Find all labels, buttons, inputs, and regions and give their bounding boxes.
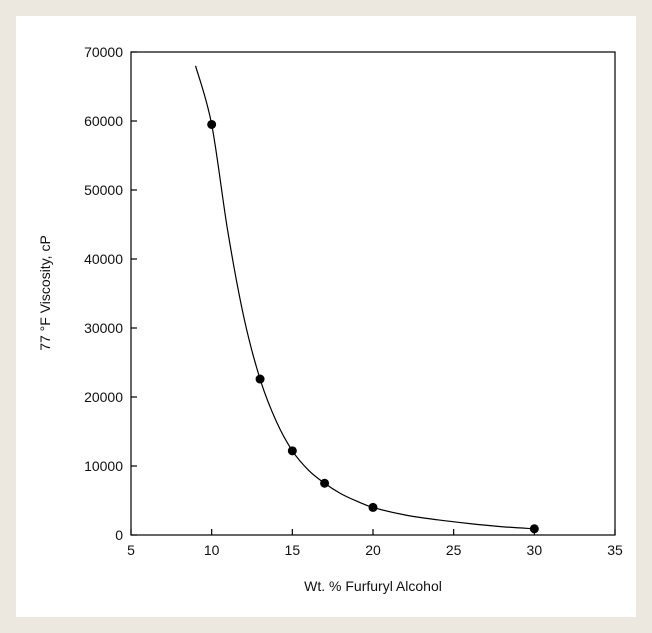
data-point <box>207 119 217 129</box>
y-tick-label: 40000 <box>84 251 123 267</box>
y-tick-label: 30000 <box>84 320 123 336</box>
y-tick-label: 70000 <box>84 44 123 60</box>
x-axis-title: Wt. % Furfuryl Alcohol <box>304 578 442 594</box>
data-point <box>320 478 330 488</box>
x-tick-label: 30 <box>527 542 543 558</box>
x-tick-label: 15 <box>285 542 301 558</box>
x-tick-label: 10 <box>204 542 220 558</box>
x-axis: 5 10 15 20 25 30 35 <box>127 529 623 558</box>
y-tick-label: 20000 <box>84 389 123 405</box>
x-tick-label: 5 <box>127 542 135 558</box>
plot-frame <box>130 51 616 536</box>
x-tick-label: 20 <box>365 542 381 558</box>
y-axis: 0 10000 20000 30000 40000 50000 60000 70000 <box>84 44 137 543</box>
data-points <box>207 119 539 534</box>
y-tick-label: 50000 <box>84 182 123 198</box>
y-axis-title: 77 °F Viscosity, cP <box>37 235 53 351</box>
data-point <box>287 446 297 456</box>
x-tick-label: 35 <box>607 542 623 558</box>
x-tick-label: 25 <box>446 542 462 558</box>
fit-curve <box>194 65 535 530</box>
y-tick-label: 60000 <box>84 113 123 129</box>
chart-card: 5 10 15 20 25 30 35 0 10000 20000 30000 40000 50000… <box>16 16 636 617</box>
data-point <box>529 524 539 534</box>
viscosity-chart: 5 10 15 20 25 30 35 0 10000 20000 30000 40000 50000… <box>37 44 623 594</box>
y-tick-label: 0 <box>115 527 123 543</box>
data-point <box>368 502 378 512</box>
data-point <box>255 374 265 384</box>
y-tick-label: 10000 <box>84 458 123 474</box>
